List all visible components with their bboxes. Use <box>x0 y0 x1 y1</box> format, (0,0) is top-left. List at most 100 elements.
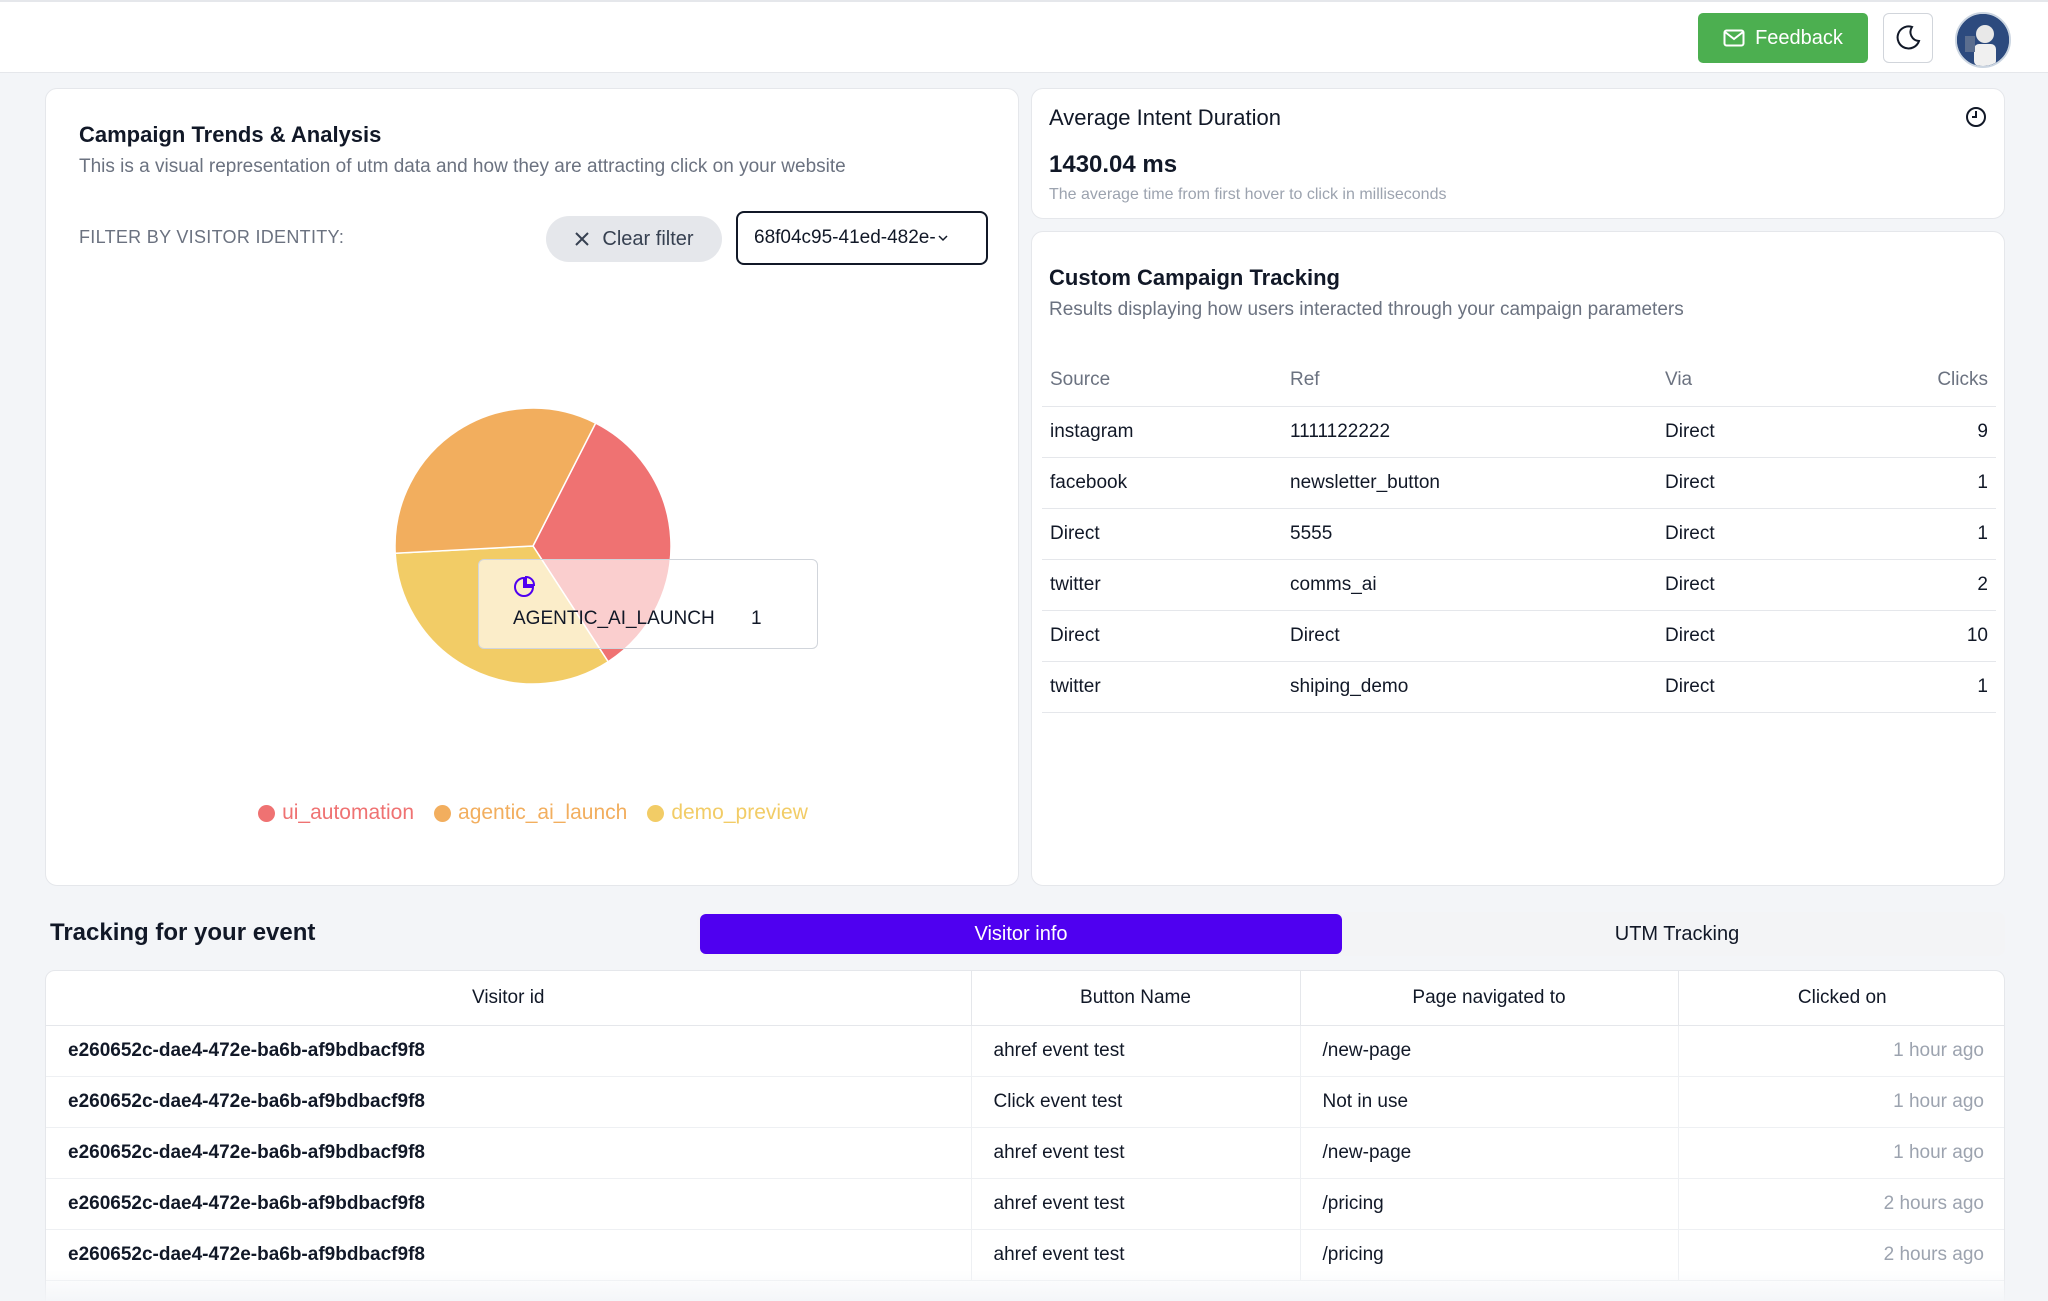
column-header-clicked-on: Clicked on <box>1678 971 2004 1026</box>
via-cell: Direct <box>1657 610 1857 662</box>
intent-value: 1430.04 ms <box>1049 151 1178 178</box>
tab-utm-tracking[interactable]: UTM Tracking <box>1357 914 1997 954</box>
chart-tooltip: AGENTIC_AI_LAUNCH 1 <box>478 559 818 649</box>
theme-toggle-button[interactable] <box>1883 13 1933 63</box>
via-cell: Direct <box>1657 406 1857 458</box>
visitor-id-cell: e260652c-dae4-472e-ba6b-af9bdbacf9f8 <box>46 1076 972 1128</box>
clicks-cell: 1 <box>1857 457 1996 509</box>
clicks-cell: 1 <box>1857 661 1996 713</box>
button-name-cell: ahref event test <box>971 1127 1301 1179</box>
clicks-cell: 1 <box>1857 508 1996 560</box>
events-section-title: Tracking for your event <box>50 919 316 946</box>
moon-icon <box>1896 25 1921 50</box>
column-header-clicks: Clicks <box>1857 354 1996 407</box>
clicks-cell: 9 <box>1857 406 1996 458</box>
visitor-id-cell: e260652c-dae4-472e-ba6b-af9bdbacf9f8 <box>46 1178 972 1230</box>
intent-title: Average Intent Duration <box>1049 105 1281 130</box>
button-name-cell: ahref event test <box>971 1025 1301 1077</box>
page-cell: /new-page <box>1300 1025 1679 1077</box>
via-cell: Direct <box>1657 508 1857 560</box>
custom-campaign-subtitle: Results displaying how users interacted … <box>1049 299 1684 320</box>
table-row[interactable]: e260652c-dae4-472e-ba6b-af9bdbacf9f8 ahr… <box>46 1127 2004 1179</box>
feedback-label: Feedback <box>1755 26 1843 49</box>
source-cell: twitter <box>1042 661 1282 713</box>
clicks-cell: 2 <box>1857 559 1996 611</box>
bottom-fade <box>0 1270 2048 1301</box>
column-header-page: Page navigated to <box>1300 971 1679 1026</box>
clear-filter-button[interactable]: Clear filter <box>546 216 722 262</box>
legend-dot <box>258 804 276 822</box>
source-cell: twitter <box>1042 559 1282 611</box>
column-header-via: Via <box>1657 354 1857 407</box>
column-header-button-name: Button Name <box>971 971 1301 1026</box>
source-cell: instagram <box>1042 406 1282 458</box>
legend-label: demo_preview <box>671 801 808 824</box>
events-tabs: Visitor info UTM Tracking <box>697 912 2005 956</box>
button-name-cell: ahref event test <box>971 1178 1301 1230</box>
ref-cell: shiping_demo <box>1282 661 1657 713</box>
selected-visitor-value: 68f04c95-41ed-482e- <box>754 227 936 248</box>
pie-chart-icon <box>514 576 535 597</box>
table-row: Direct 5555 Direct 1 <box>1042 508 1996 560</box>
visitor-identity-select[interactable]: 68f04c95-41ed-482e- <box>736 211 988 265</box>
custom-campaign-card: Custom Campaign Tracking Results display… <box>1031 231 2005 886</box>
table-row: twitter comms_ai Direct 2 <box>1042 559 1996 611</box>
legend-item-demo-preview[interactable]: demo_preview <box>647 801 808 825</box>
ref-cell: 5555 <box>1282 508 1657 560</box>
close-icon <box>575 232 590 246</box>
column-header-ref: Ref <box>1282 354 1657 407</box>
page-cell: Not in use <box>1300 1076 1679 1128</box>
tooltip-value: 1 <box>751 608 762 629</box>
tooltip-label: AGENTIC_AI_LAUNCH <box>513 608 715 629</box>
tab-visitor-info[interactable]: Visitor info <box>700 914 1342 954</box>
ref-cell: 1111122222 <box>1282 406 1657 458</box>
filter-label: FILTER BY VISITOR IDENTITY: <box>79 227 345 247</box>
table-row[interactable]: e260652c-dae4-472e-ba6b-af9bdbacf9f8 ahr… <box>46 1025 2004 1077</box>
campaign-pie-chart <box>394 407 672 685</box>
events-table-card: Visitor id Button Name Page navigated to… <box>45 970 2005 1301</box>
visitor-id-cell: e260652c-dae4-472e-ba6b-af9bdbacf9f8 <box>46 1127 972 1179</box>
clicked-on-cell: 1 hour ago <box>1678 1127 2004 1179</box>
column-header-visitor-id: Visitor id <box>46 971 972 1026</box>
top-bar: Feedback <box>0 0 2048 73</box>
source-cell: Direct <box>1042 508 1282 560</box>
source-cell: facebook <box>1042 457 1282 509</box>
intent-duration-card: Average Intent Duration 1430.04 ms The a… <box>1031 88 2005 219</box>
clicks-cell: 10 <box>1857 610 1996 662</box>
via-cell: Direct <box>1657 559 1857 611</box>
via-cell: Direct <box>1657 457 1857 509</box>
user-avatar-icon <box>1957 14 2009 66</box>
table-header-row: Visitor id Button Name Page navigated to… <box>46 971 2004 1026</box>
ref-cell: newsletter_button <box>1282 457 1657 509</box>
table-row: instagram 1111122222 Direct 9 <box>1042 406 1996 458</box>
clock-icon <box>1966 107 1986 127</box>
ref-cell: comms_ai <box>1282 559 1657 611</box>
pie-slice-agentic-ai-launch[interactable] <box>394 407 597 555</box>
intent-description: The average time from first hover to cli… <box>1049 186 1447 203</box>
legend-item-ui-automation[interactable]: ui_automation <box>258 801 414 825</box>
table-row: twitter shiping_demo Direct 1 <box>1042 661 1996 713</box>
table-row[interactable]: e260652c-dae4-472e-ba6b-af9bdbacf9f8 ahr… <box>46 1178 2004 1230</box>
page-cell: /new-page <box>1300 1127 1679 1179</box>
feedback-button[interactable]: Feedback <box>1698 13 1868 63</box>
column-header-source: Source <box>1042 354 1282 407</box>
utm-table: Source Ref Via Clicks instagram 11111222… <box>1042 354 1996 713</box>
clear-filter-label: Clear filter <box>602 227 694 250</box>
legend-dot <box>434 804 452 822</box>
campaign-title: Campaign Trends & Analysis <box>79 122 382 147</box>
custom-campaign-title: Custom Campaign Tracking <box>1049 265 1340 290</box>
page-cell: /pricing <box>1300 1178 1679 1230</box>
table-header-row: Source Ref Via Clicks <box>1042 354 1996 407</box>
table-row: facebook newsletter_button Direct 1 <box>1042 457 1996 509</box>
visitor-id-cell: e260652c-dae4-472e-ba6b-af9bdbacf9f8 <box>46 1025 972 1077</box>
button-name-cell: Click event test <box>971 1076 1301 1128</box>
chevron-down-icon <box>938 235 948 242</box>
via-cell: Direct <box>1657 661 1857 713</box>
table-row: Direct Direct Direct 10 <box>1042 610 1996 662</box>
avatar[interactable] <box>1955 12 2011 68</box>
ref-cell: Direct <box>1282 610 1657 662</box>
legend-item-agentic-ai-launch[interactable]: agentic_ai_launch <box>434 801 627 825</box>
clicked-on-cell: 1 hour ago <box>1678 1025 2004 1077</box>
source-cell: Direct <box>1042 610 1282 662</box>
table-row[interactable]: e260652c-dae4-472e-ba6b-af9bdbacf9f8 Cli… <box>46 1076 2004 1128</box>
